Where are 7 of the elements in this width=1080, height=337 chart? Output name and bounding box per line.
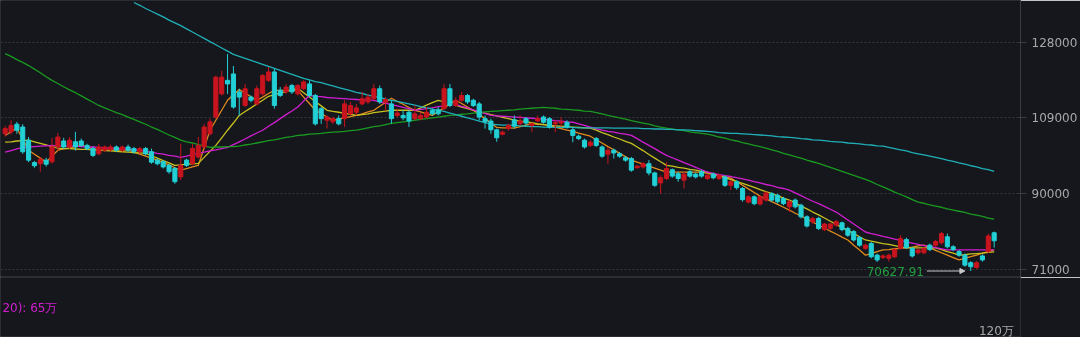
- text: 120万: [978, 323, 1014, 337]
- annotation: 70627.91: [866, 264, 924, 279]
- y-tick-label: 128000: [1031, 35, 1078, 50]
- y-tick-label: 109000: [1031, 111, 1078, 126]
- y-tick-label: 90000: [1031, 187, 1070, 202]
- text: 20): 65万: [2, 300, 58, 315]
- y-tick-label: 71000: [1031, 263, 1070, 278]
